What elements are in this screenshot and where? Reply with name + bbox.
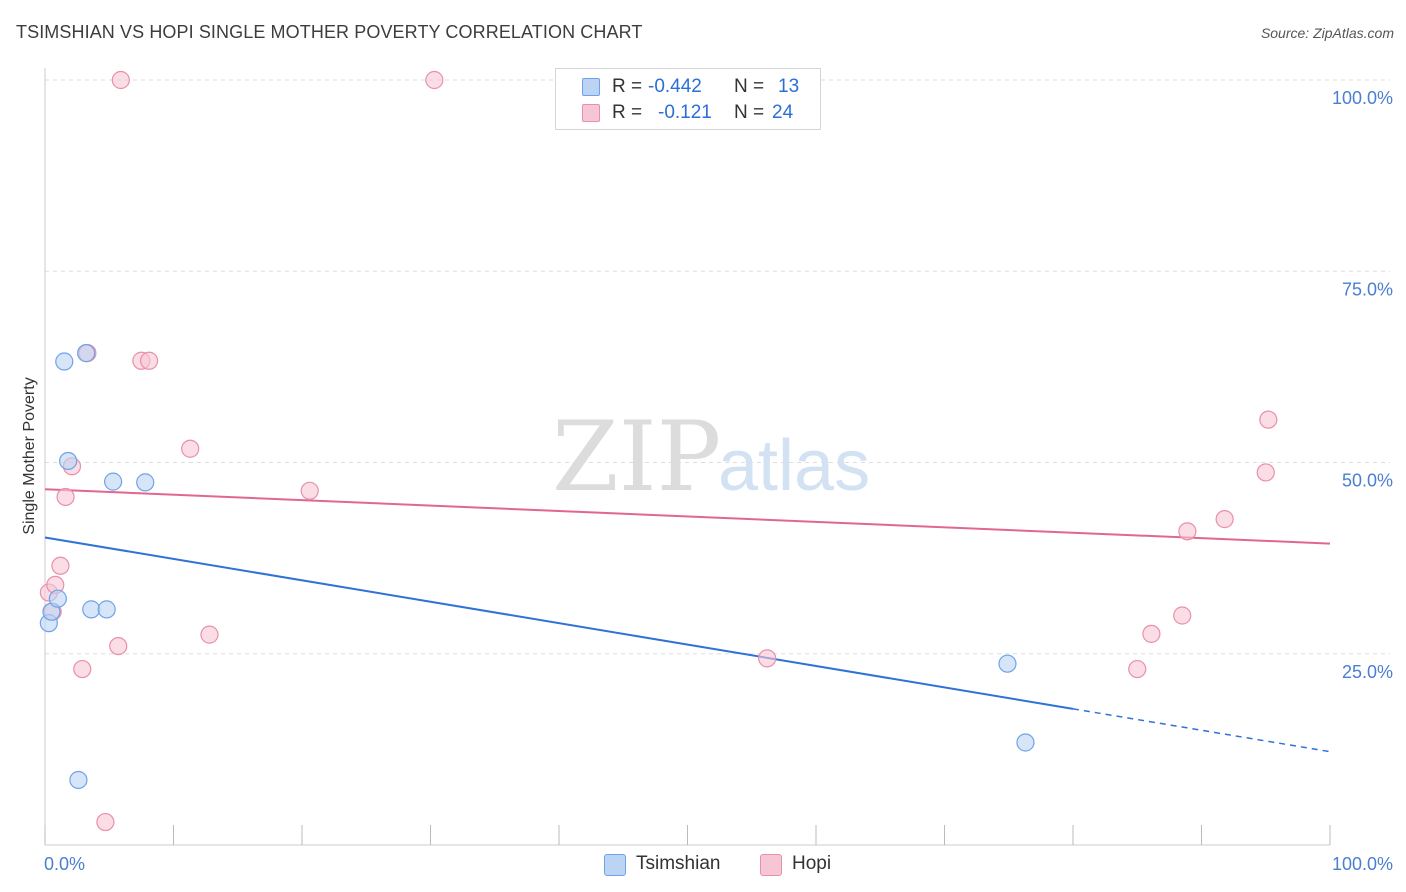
r-value: -0.442 — [648, 76, 702, 97]
x-tick-label: 0.0% — [44, 854, 85, 874]
hopi-point — [1178, 522, 1197, 541]
r-value: -0.121 — [658, 102, 712, 123]
hopi-point — [1173, 606, 1192, 625]
tsimshian-point — [55, 352, 74, 371]
n-value: 13 — [778, 76, 800, 97]
tsimshian-trend-line — [44, 536, 1074, 710]
legend-label-tsimshian: Tsimshian — [636, 853, 721, 874]
hopi-legend-swatch — [760, 854, 782, 876]
tsimshian-point — [82, 600, 101, 619]
tsimshian-point — [97, 600, 116, 619]
hopi-point — [1142, 624, 1161, 643]
hopi-point — [1256, 463, 1275, 482]
n-label: N = — [734, 102, 770, 123]
y-tick-label: 25.0% — [1342, 662, 1393, 682]
tsimshian-legend-swatch — [604, 854, 626, 876]
tsimshian-point — [69, 770, 88, 790]
legend-label-hopi: Hopi — [792, 853, 832, 874]
hopi-trend-line — [44, 488, 1331, 545]
hopi-point — [51, 556, 70, 575]
hopi-point — [139, 351, 159, 370]
tsimshian-point — [1016, 733, 1035, 752]
hopi-point — [200, 625, 219, 644]
source-label: Source: ZipAtlas.com — [1260, 25, 1394, 41]
hopi-point — [56, 487, 75, 507]
y-tick-label: 75.0% — [1342, 279, 1393, 299]
trend-layer — [44, 488, 1331, 753]
n-label: N = — [734, 76, 770, 97]
hopi-point — [111, 70, 130, 90]
hopi-point — [96, 812, 115, 832]
r-label: R = — [612, 102, 648, 123]
y-axis-label: Single Mother Poverty — [21, 377, 38, 534]
point-layer — [39, 70, 1278, 832]
y-tick-label: 50.0% — [1342, 471, 1393, 491]
stats-legend: R = -0.442 N = 13 R = -0.121 N = 24 — [555, 68, 821, 130]
tsimshian-point — [77, 344, 96, 363]
grid-layer — [45, 79, 1390, 655]
axis-layer — [44, 68, 1331, 846]
tsimshian-trend-extension — [1072, 708, 1331, 753]
x-tick-label: 100.0% — [1332, 854, 1393, 874]
tsimshian-point — [104, 472, 123, 491]
hopi-point — [73, 659, 92, 679]
hopi-point — [109, 636, 128, 656]
n-value: 24 — [772, 102, 794, 123]
hopi-point — [1259, 410, 1278, 429]
tsimshian-point — [48, 589, 67, 608]
label-layer: 25.0% 50.0% 75.0% 100.0% 0.0% 100.0% — [44, 88, 1393, 874]
watermark-zip: ZIP — [552, 401, 721, 513]
hopi-point — [1215, 510, 1234, 529]
hopi-swatch — [582, 104, 600, 122]
hopi-point — [300, 481, 319, 500]
r-label: R = — [612, 76, 648, 97]
series-legend: Tsimshian Hopi — [0, 852, 1406, 878]
chart-title: TSIMSHIAN VS HOPI SINGLE MOTHER POVERTY … — [16, 22, 643, 42]
tsimshian-swatch — [582, 78, 600, 96]
watermark-atlas: atlas — [718, 426, 870, 506]
hopi-point — [758, 649, 777, 668]
y-tick-label: 100.0% — [1332, 88, 1393, 108]
tsimshian-point — [59, 451, 78, 471]
watermark: ZIP atlas — [552, 401, 870, 513]
tsimshian-point — [998, 654, 1017, 673]
hopi-point — [181, 439, 200, 458]
hopi-point — [425, 70, 444, 90]
tsimshian-point — [136, 473, 155, 492]
hopi-point — [1128, 659, 1147, 679]
